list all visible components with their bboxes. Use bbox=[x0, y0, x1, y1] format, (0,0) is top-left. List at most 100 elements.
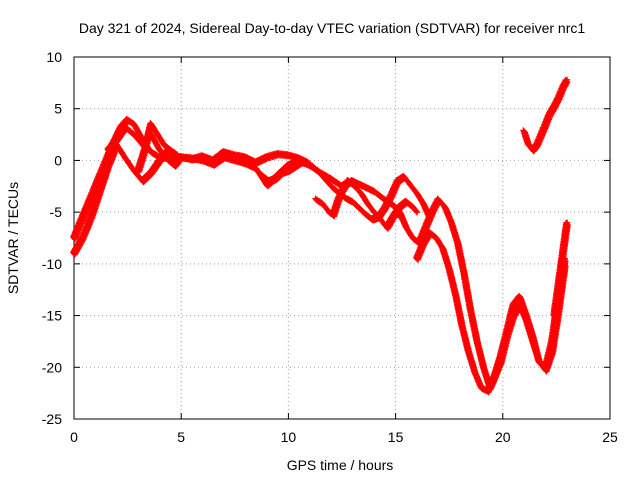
data-point bbox=[79, 235, 86, 241]
data-point bbox=[394, 178, 401, 185]
series-arc-8 bbox=[413, 228, 569, 396]
data-point bbox=[319, 200, 326, 207]
data-point bbox=[371, 209, 378, 216]
data-point bbox=[396, 209, 403, 216]
data-point bbox=[253, 159, 260, 166]
data-point bbox=[454, 240, 461, 247]
data-point bbox=[141, 147, 148, 154]
data-point bbox=[156, 157, 163, 164]
data-point bbox=[253, 165, 260, 172]
data-point bbox=[263, 182, 270, 189]
series-arc-4 bbox=[134, 120, 185, 175]
data-point bbox=[555, 95, 562, 102]
data-point bbox=[551, 312, 558, 319]
data-point bbox=[304, 160, 311, 167]
data-point bbox=[188, 155, 195, 162]
data-point bbox=[135, 167, 142, 174]
y-tick-label: -15 bbox=[42, 308, 62, 324]
data-point bbox=[105, 147, 112, 154]
x-tick-label: 25 bbox=[602, 429, 618, 445]
data-point bbox=[131, 121, 138, 128]
data-point bbox=[343, 195, 350, 202]
data-point bbox=[148, 149, 155, 156]
data-point bbox=[88, 214, 95, 221]
data-point bbox=[403, 198, 410, 205]
data-point bbox=[330, 212, 337, 219]
data-point bbox=[278, 169, 285, 176]
series-arc-6 bbox=[312, 177, 421, 232]
data-point bbox=[414, 190, 421, 197]
data-point bbox=[285, 152, 292, 159]
series-arc-10 bbox=[520, 76, 571, 155]
data-point bbox=[510, 312, 517, 319]
data-point bbox=[323, 178, 330, 185]
y-tick-label: 5 bbox=[54, 101, 62, 117]
data-point bbox=[542, 121, 549, 128]
y-axis-title: SDTVAR / TECUs bbox=[5, 182, 21, 294]
data-point bbox=[334, 198, 341, 205]
data-point bbox=[210, 161, 217, 168]
data-point bbox=[221, 154, 228, 161]
data-point bbox=[161, 141, 168, 148]
data-point bbox=[564, 76, 571, 83]
data-point bbox=[516, 302, 523, 309]
data-point bbox=[414, 209, 421, 216]
data-point bbox=[371, 188, 378, 195]
data-point bbox=[165, 157, 172, 164]
plot-frame bbox=[73, 56, 611, 420]
x-tick-label: 15 bbox=[388, 429, 404, 445]
data-point bbox=[113, 136, 120, 143]
data-point bbox=[504, 333, 511, 340]
y-tick-label: -5 bbox=[50, 204, 63, 220]
data-point bbox=[291, 163, 298, 170]
data-point bbox=[461, 271, 468, 278]
data-point bbox=[326, 209, 333, 216]
data-point bbox=[349, 198, 356, 205]
data-point bbox=[396, 203, 403, 210]
x-tick-label: 0 bbox=[70, 429, 78, 445]
data-point bbox=[555, 281, 562, 288]
data-point bbox=[409, 203, 416, 210]
data-point bbox=[263, 154, 270, 161]
data-point bbox=[122, 124, 129, 131]
data-series bbox=[70, 76, 571, 396]
data-point bbox=[474, 338, 481, 345]
data-point bbox=[551, 103, 558, 110]
y-tick-label: -25 bbox=[42, 411, 62, 427]
data-point bbox=[330, 185, 337, 192]
data-point bbox=[521, 128, 528, 135]
data-point bbox=[96, 188, 103, 195]
data-point bbox=[429, 209, 436, 216]
data-point bbox=[420, 240, 427, 247]
data-point bbox=[403, 224, 410, 231]
data-point bbox=[538, 131, 545, 138]
data-point bbox=[497, 359, 504, 366]
data-point bbox=[448, 219, 455, 226]
x-tick-label: 5 bbox=[177, 429, 185, 445]
data-point bbox=[156, 147, 163, 154]
data-point bbox=[148, 169, 155, 176]
series-trace bbox=[550, 219, 571, 320]
data-point bbox=[559, 250, 566, 257]
data-point bbox=[433, 235, 440, 241]
data-point bbox=[311, 164, 318, 171]
data-point bbox=[360, 183, 367, 190]
data-point bbox=[328, 176, 335, 183]
data-point bbox=[259, 172, 266, 179]
data-point bbox=[516, 293, 523, 300]
data-point bbox=[351, 183, 358, 190]
data-point bbox=[377, 216, 384, 223]
data-point bbox=[525, 141, 532, 148]
data-point bbox=[358, 190, 365, 197]
data-point bbox=[122, 155, 129, 162]
data-point bbox=[388, 192, 395, 199]
y-tick-label: 10 bbox=[46, 49, 62, 65]
data-point bbox=[178, 155, 185, 162]
data-point bbox=[564, 219, 571, 226]
data-point bbox=[409, 235, 416, 241]
data-point bbox=[546, 110, 553, 117]
data-point bbox=[529, 338, 536, 345]
data-point bbox=[467, 307, 474, 314]
y-tick-label: -20 bbox=[42, 359, 62, 375]
